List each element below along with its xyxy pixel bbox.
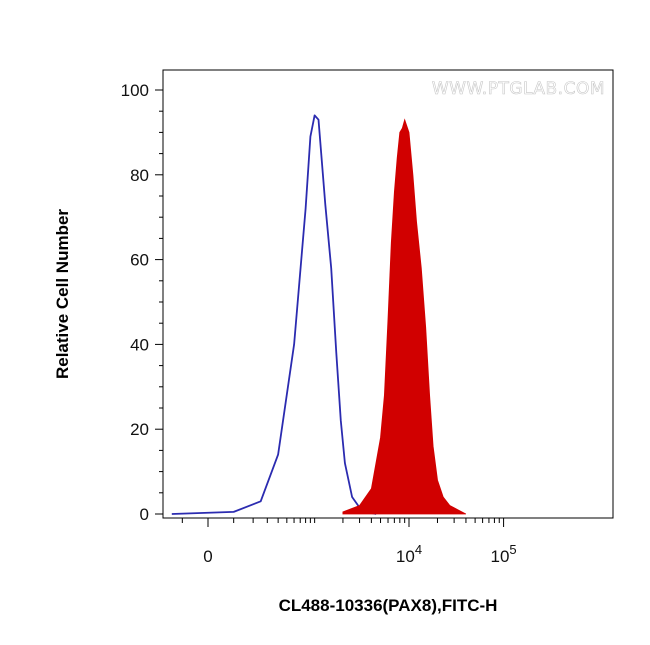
y-axis-title: Relative Cell Number: [53, 209, 72, 379]
x-tick-label: 105: [491, 542, 517, 566]
plot-frame: [162, 69, 614, 519]
y-tick-label: 0: [140, 505, 149, 524]
series-outline-histogram: [171, 114, 377, 515]
x-axis-ticks: 0 104 105: [181, 518, 517, 566]
x-tick-label: 104: [396, 542, 422, 566]
x-axis-title: CL488-10336(PAX8),FITC-H: [279, 596, 498, 615]
y-tick-label: 60: [130, 251, 149, 270]
series-layer: [171, 114, 467, 515]
y-axis-ticks: 0 20 40 60 80 100: [121, 81, 163, 524]
watermark: WWW.PTGLAB.COM: [432, 79, 605, 99]
y-tick-label: 80: [130, 166, 149, 185]
y-tick-label: 40: [130, 335, 149, 354]
x-tick-label: 0: [203, 547, 212, 566]
series-filled-histogram: [342, 118, 467, 515]
y-tick-label: 20: [130, 420, 149, 439]
y-tick-label: 100: [121, 81, 149, 100]
